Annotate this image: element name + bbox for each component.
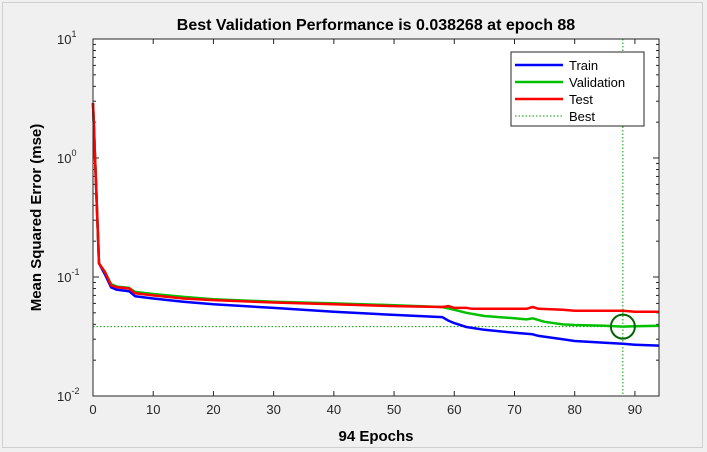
legend-label-validation: Validation [569, 75, 625, 90]
y-tick-label: 10-2 [57, 386, 79, 404]
y-tick-label: 101 [57, 29, 76, 47]
y-tick-label: 100 [57, 148, 76, 166]
x-tick-label: 80 [567, 402, 581, 417]
x-tick-label: 10 [146, 402, 160, 417]
plot-frame [92, 38, 660, 397]
x-axis-label: 94 Epochs [338, 428, 413, 445]
y-axis-label: Mean Squared Error (mse) [28, 124, 45, 312]
performance-chart: Best Validation Performance is 0.038268 … [28, 17, 660, 445]
legend-label-best: Best [569, 109, 595, 124]
chart-title: Best Validation Performance is 0.038268 … [177, 17, 576, 34]
axis-ticks: 0 10 20 30 40 50 60 70 80 90 101 100 10-1 10-2 [57, 29, 659, 417]
best-point-marker [609, 313, 636, 340]
legend: Train Validation Test Best [510, 51, 645, 127]
x-tick-label: 0 [89, 402, 96, 417]
x-tick-label: 40 [327, 402, 341, 417]
figure-window: Best Validation Performance is 0.038268 … [2, 2, 703, 448]
x-tick-label: 50 [387, 402, 401, 417]
legend-label-test: Test [569, 92, 593, 107]
x-tick-label: 60 [447, 402, 461, 417]
series-lines [91, 102, 660, 347]
x-tick-label: 30 [266, 402, 280, 417]
series-line-train [91, 102, 660, 347]
y-tick-label: 10-1 [57, 267, 79, 285]
x-tick-label: 70 [507, 402, 521, 417]
x-tick-label: 20 [206, 402, 220, 417]
legend-label-train: Train [569, 58, 598, 73]
x-tick-label: 90 [628, 402, 642, 417]
series-line-test [91, 102, 659, 314]
